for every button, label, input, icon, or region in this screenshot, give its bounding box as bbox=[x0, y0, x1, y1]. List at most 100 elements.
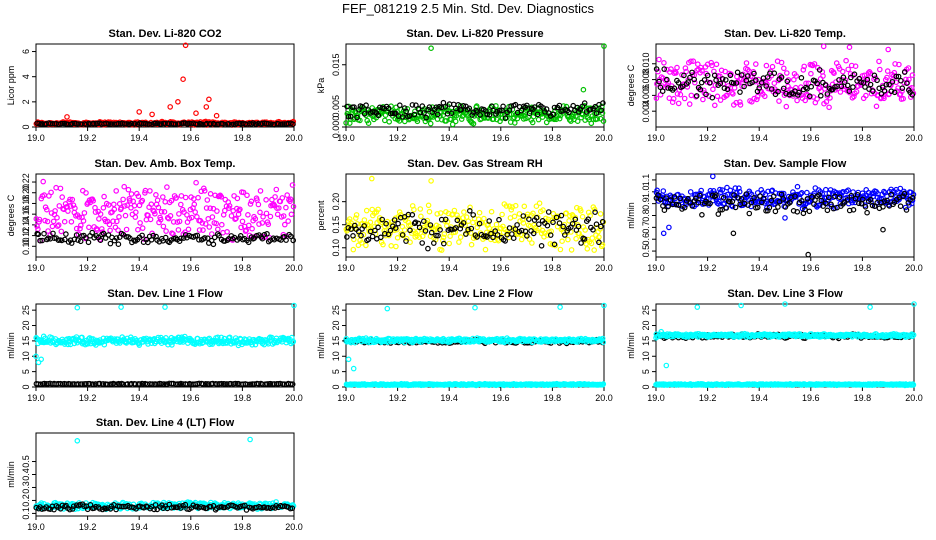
data-point bbox=[185, 226, 192, 233]
data-point bbox=[670, 95, 677, 102]
data-point bbox=[910, 332, 917, 338]
data-point bbox=[543, 106, 550, 112]
data-point bbox=[36, 216, 43, 223]
data-point bbox=[290, 237, 297, 244]
data-point bbox=[909, 72, 916, 78]
x-tick-label: 19.4 bbox=[130, 263, 148, 273]
data-point-outlier bbox=[64, 114, 70, 120]
data-point-outlier bbox=[472, 304, 478, 311]
data-point bbox=[688, 58, 694, 65]
data-point bbox=[568, 247, 575, 253]
data-point bbox=[666, 95, 673, 102]
data-point bbox=[136, 342, 143, 348]
data-point bbox=[729, 198, 736, 205]
data-point bbox=[176, 218, 183, 225]
data-point bbox=[764, 74, 771, 80]
y-tick-label: 1.1 bbox=[641, 174, 651, 187]
data-point bbox=[289, 381, 296, 388]
data-point bbox=[909, 92, 916, 98]
data-point bbox=[350, 233, 356, 239]
data-point bbox=[418, 213, 424, 220]
data-point bbox=[81, 210, 88, 216]
plot-frame bbox=[345, 173, 605, 258]
data-point bbox=[862, 204, 869, 210]
data-point bbox=[511, 120, 518, 126]
data-point bbox=[701, 77, 708, 83]
data-point bbox=[695, 199, 702, 206]
data-point bbox=[131, 202, 138, 209]
data-point bbox=[245, 212, 251, 218]
data-point bbox=[556, 102, 563, 109]
plot-frame bbox=[35, 303, 295, 388]
data-point bbox=[79, 334, 85, 341]
y-axis-label: degrees C bbox=[626, 64, 636, 106]
data-point bbox=[798, 75, 805, 81]
data-point bbox=[290, 338, 297, 345]
data-point bbox=[287, 233, 294, 240]
data-point bbox=[365, 120, 372, 127]
data-point bbox=[77, 238, 84, 245]
y-axis-label: kPa bbox=[316, 78, 326, 94]
data-point bbox=[215, 226, 221, 233]
data-point bbox=[234, 195, 241, 202]
x-tick-label: 19.4 bbox=[440, 133, 458, 143]
data-point bbox=[385, 105, 392, 112]
data-point bbox=[685, 79, 692, 85]
data-point bbox=[874, 77, 880, 84]
data-point bbox=[878, 91, 885, 97]
data-point bbox=[804, 86, 810, 92]
data-point bbox=[769, 63, 776, 70]
data-point bbox=[224, 237, 231, 244]
data-point bbox=[814, 96, 820, 102]
x-tick-label: 19.8 bbox=[234, 393, 252, 403]
y-tick-label: 15 bbox=[21, 336, 31, 346]
data-point bbox=[823, 99, 830, 105]
data-point bbox=[731, 192, 737, 198]
data-point bbox=[737, 99, 743, 105]
data-point bbox=[663, 195, 669, 201]
data-point bbox=[490, 116, 497, 122]
data-point bbox=[164, 184, 170, 190]
data-point bbox=[290, 121, 296, 128]
x-tick-label: 19.2 bbox=[79, 522, 97, 532]
data-point bbox=[83, 380, 89, 387]
data-point bbox=[224, 229, 230, 235]
data-point bbox=[758, 80, 765, 86]
data-point bbox=[178, 235, 184, 242]
data-point bbox=[577, 208, 584, 214]
data-point bbox=[465, 218, 472, 225]
data-point bbox=[67, 196, 73, 203]
data-point bbox=[358, 240, 365, 246]
data-point-outlier bbox=[846, 44, 853, 51]
y-tick-label: 0.20 bbox=[21, 184, 31, 202]
data-point bbox=[75, 237, 81, 243]
data-point bbox=[677, 91, 684, 98]
data-point bbox=[67, 203, 74, 209]
data-point bbox=[880, 204, 886, 210]
y-tick-label: 0.8 bbox=[641, 209, 651, 222]
data-point bbox=[793, 73, 800, 79]
data-point bbox=[804, 189, 810, 196]
data-point bbox=[520, 213, 527, 219]
x-tick-label: 19.4 bbox=[440, 393, 458, 403]
data-point bbox=[897, 91, 904, 97]
data-point bbox=[128, 120, 135, 127]
data-point bbox=[458, 107, 465, 113]
data-point bbox=[724, 86, 731, 93]
data-point bbox=[41, 230, 47, 237]
x-tick-label: 19.8 bbox=[544, 263, 562, 273]
data-point bbox=[33, 216, 40, 222]
data-point bbox=[399, 114, 406, 120]
y-tick-label: 0.12 bbox=[21, 227, 31, 245]
series-upper bbox=[653, 330, 917, 340]
data-point bbox=[163, 334, 169, 341]
x-tick-label: 19.6 bbox=[492, 263, 510, 273]
data-point bbox=[711, 72, 718, 79]
data-point bbox=[755, 76, 762, 83]
data-point bbox=[35, 231, 42, 238]
data-point bbox=[665, 203, 671, 210]
plot-frame bbox=[655, 303, 915, 388]
data-point bbox=[411, 206, 417, 213]
data-point bbox=[409, 102, 416, 108]
